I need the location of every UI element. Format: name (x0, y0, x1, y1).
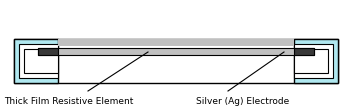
Bar (38, 48, 58, 55)
Bar (14, 39, 338, 83)
Bar (24, 49, 58, 73)
Bar (294, 49, 328, 73)
Bar (58, 39, 294, 47)
Bar (294, 48, 314, 55)
Bar (294, 39, 338, 83)
Bar (38, 48, 314, 55)
Bar (14, 39, 58, 83)
Bar (19, 44, 58, 78)
Text: Silver (Ag) Electrode: Silver (Ag) Electrode (196, 97, 289, 106)
Text: Thick Film Resistive Element: Thick Film Resistive Element (4, 97, 133, 106)
Bar (294, 44, 333, 78)
